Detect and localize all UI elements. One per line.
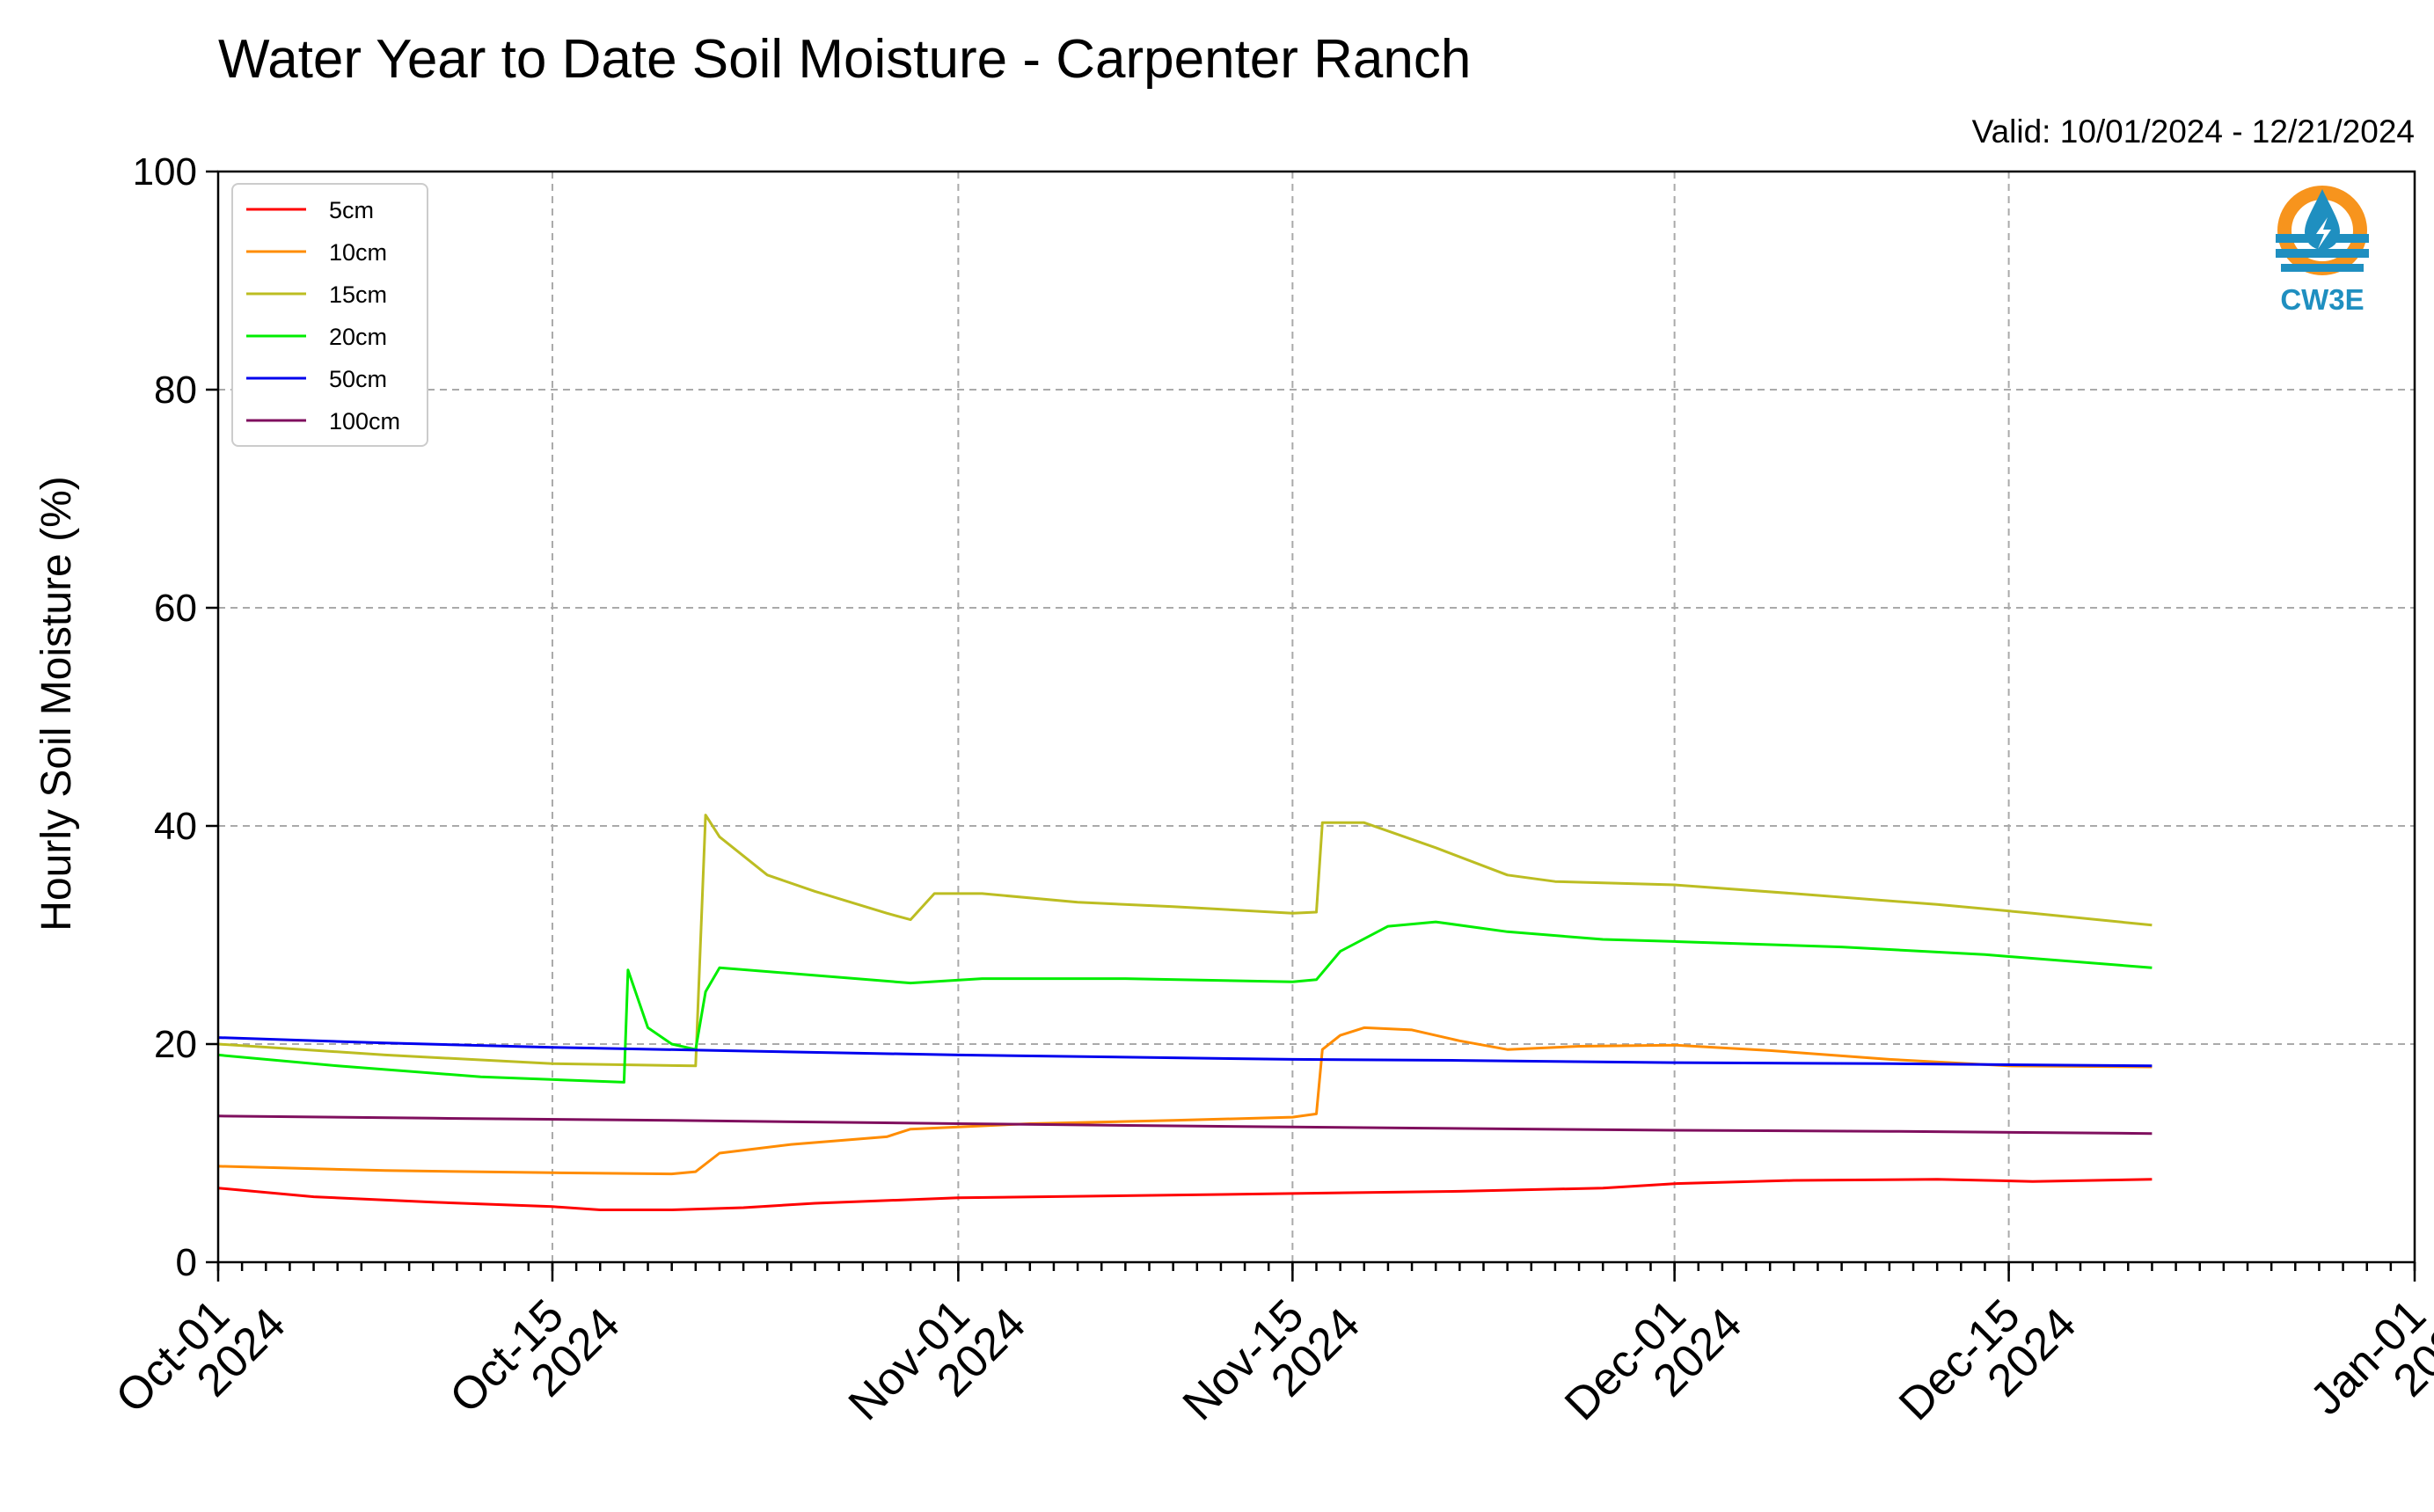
y-tick-labels: 0 20 40 60 80 100 — [133, 150, 197, 1284]
series-line-5cm — [217, 1178, 2153, 1211]
legend-label-5cm: 5cm — [329, 197, 374, 223]
series-line-10cm — [217, 1026, 2153, 1176]
plot-frame — [216, 170, 2416, 1264]
series-line-50cm — [217, 1036, 2153, 1068]
series-line-15cm — [217, 814, 2153, 1068]
logo-lightning-icon — [2316, 217, 2331, 249]
legend: 5cm 10cm 15cm 20cm 50cm 100cm — [231, 183, 428, 447]
axis-ticks — [206, 170, 2416, 1282]
legend-label-100cm: 100cm — [329, 408, 400, 435]
y-tick-label: 80 — [154, 369, 197, 412]
legend-label-20cm: 20cm — [329, 324, 387, 350]
legend-label-50cm: 50cm — [329, 366, 387, 392]
y-tick-label: 60 — [154, 587, 197, 630]
series-line-100cm — [217, 1114, 2153, 1136]
y-axis-label: Hourly Soil Moisture (%) — [33, 476, 80, 931]
y-tick-label: 20 — [154, 1023, 197, 1066]
valid-date-range: Valid: 10/01/2024 - 12/21/2024 — [1972, 113, 2415, 150]
series-lines — [217, 814, 2153, 1211]
cw3e-logo: CW3E — [2276, 186, 2369, 316]
chart-title: Water Year to Date Soil Moisture - Carpe… — [218, 29, 1471, 90]
y-tick-label: 0 — [176, 1241, 197, 1284]
legend-box — [231, 183, 428, 447]
logo-water-drop-icon — [2305, 189, 2340, 250]
legend-label-15cm: 15cm — [329, 281, 387, 308]
legend-label-10cm: 10cm — [329, 239, 387, 266]
series-line-20cm — [217, 920, 2153, 1084]
logo-text: CW3E — [2280, 283, 2364, 316]
y-tick-label: 100 — [133, 150, 197, 194]
y-tick-label: 40 — [154, 805, 197, 848]
grid-lines — [218, 172, 2415, 1262]
